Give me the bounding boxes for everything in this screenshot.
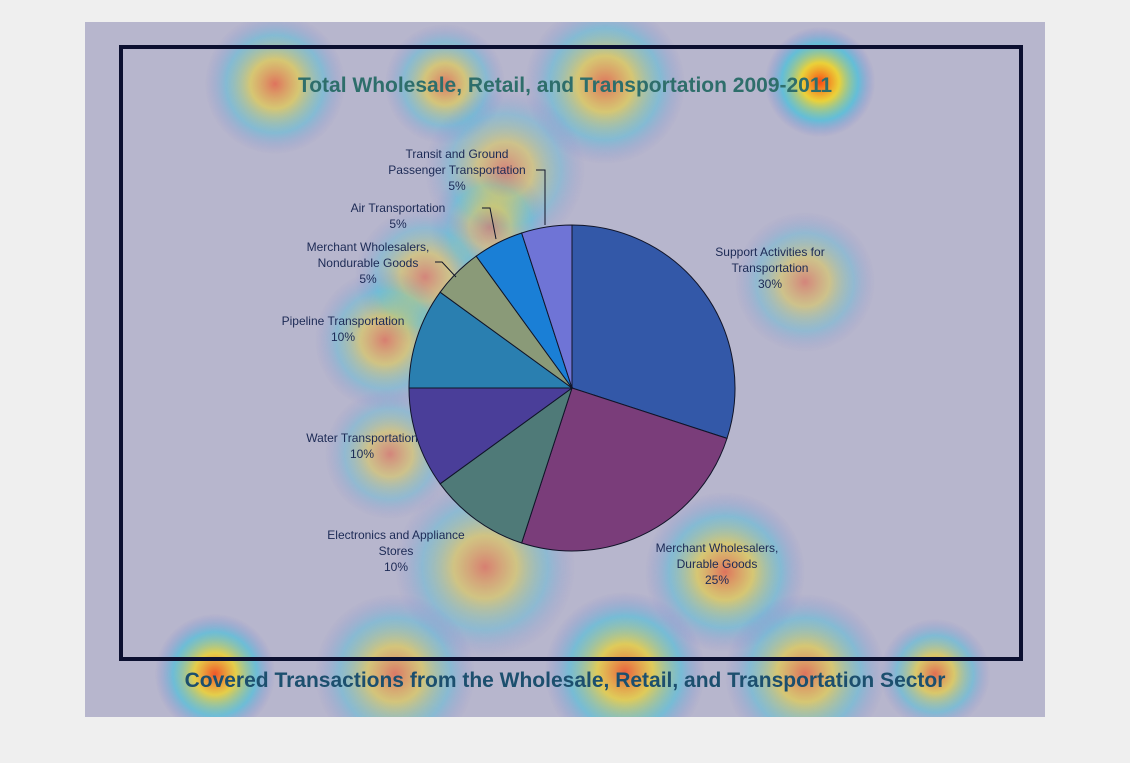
slice-label: Transit and Ground Passenger Transportati… bbox=[388, 146, 525, 194]
pie-slice-transit-and-ground-passenger-transportation bbox=[520, 224, 573, 389]
chart-frame bbox=[119, 45, 1023, 661]
slice-label-value: 5% bbox=[448, 179, 466, 193]
slice-label: Water Transportation 10% bbox=[306, 430, 418, 462]
slice-label-text: Passenger Transportation bbox=[388, 163, 526, 177]
slice-label-text: Air Transportation bbox=[350, 201, 446, 215]
leader-line-3 bbox=[536, 169, 546, 225]
slice-label-value: 10% bbox=[349, 447, 375, 461]
slice-label-text: Transit and Ground bbox=[405, 147, 509, 161]
slice-label: Merchant Wholesalers, Durable Goods 25% bbox=[656, 540, 779, 588]
slice-label: Air Transportation 5% bbox=[351, 200, 446, 232]
slice-label: Pipeline Transportation 10% bbox=[282, 313, 405, 345]
pie-slice-pipeline-transportation bbox=[408, 291, 574, 389]
chart-subtitle: Covered Transactions from the Wholesale,… bbox=[184, 669, 946, 692]
slice-label: Electronics and Appliance Stores 10% bbox=[327, 527, 464, 575]
slice-label-value: 5% bbox=[359, 272, 377, 286]
slice-label-text: Durable Goods bbox=[676, 557, 758, 571]
pie-slice-electronics-and-appliance-stores bbox=[439, 386, 573, 544]
slice-label-text: Merchant Wholesalers, bbox=[655, 541, 779, 555]
chart-figure: Total Wholesale, Retail, and Transportat… bbox=[85, 22, 1045, 717]
pie-slice-merchant-wholesalers-durable-goods bbox=[520, 387, 728, 552]
slice-label-value: 10% bbox=[383, 560, 409, 574]
slice-label-text: Nondurable Goods bbox=[317, 256, 419, 270]
chart-title: Total Wholesale, Retail, and Transportat… bbox=[297, 74, 833, 97]
slice-label-value: 30% bbox=[757, 277, 783, 291]
slice-label-value: 5% bbox=[389, 217, 407, 231]
pie-slice-water-transportation bbox=[408, 387, 574, 485]
slice-label: Merchant Wholesalers, Nondurable Goods 5% bbox=[307, 239, 430, 287]
pie-chart bbox=[408, 169, 736, 552]
slice-label-value: 10% bbox=[330, 330, 356, 344]
slice-label-text: Stores bbox=[378, 544, 414, 558]
slice-label-value: 25% bbox=[704, 573, 730, 587]
slice-label-text: Pipeline Transportation bbox=[281, 314, 405, 328]
slice-label-text: Support Activities for bbox=[715, 245, 825, 259]
slice-label: Support Activities for Transportation 30% bbox=[715, 244, 824, 292]
slice-label-text: Transportation bbox=[731, 261, 809, 275]
leader-line-1 bbox=[435, 261, 457, 278]
pie-slice-support-activities-for-transportation bbox=[571, 224, 736, 440]
slice-label-text: Merchant Wholesalers, bbox=[306, 240, 430, 254]
leader-line-2 bbox=[482, 207, 497, 240]
slice-label-text: Water Transportation bbox=[306, 431, 418, 445]
slice-label-text: Electronics and Appliance bbox=[327, 528, 465, 542]
